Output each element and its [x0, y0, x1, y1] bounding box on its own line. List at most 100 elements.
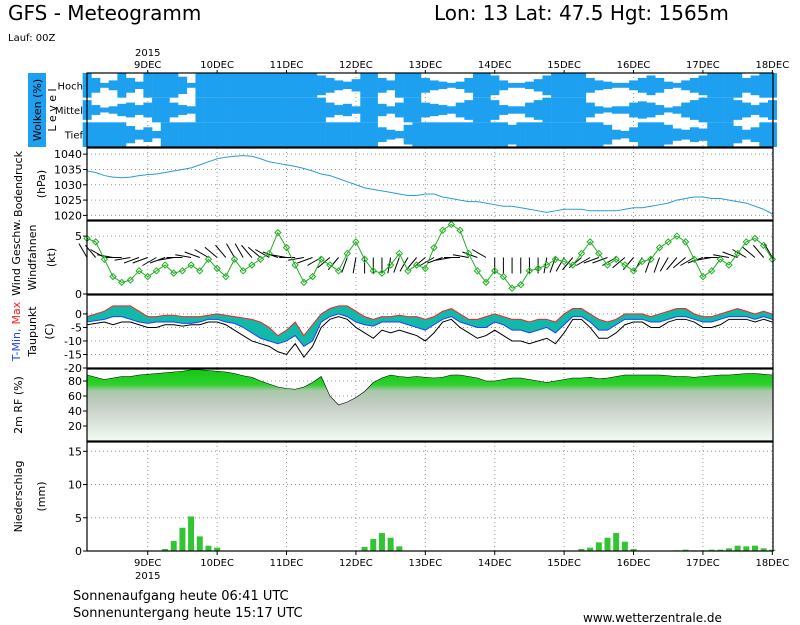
cloud-cell: [620, 130, 630, 139]
top-date-label: 12DEC: [339, 60, 373, 71]
cloud-cell: [420, 77, 430, 93]
cloud-cell: [629, 127, 639, 143]
cloud-cell: [464, 122, 474, 147]
y-label: (hPa): [35, 170, 48, 198]
cloud-cell: [438, 105, 448, 115]
cloud-cell: [195, 122, 205, 147]
cloud-cell: [178, 122, 188, 147]
cloud-cell: [646, 122, 656, 147]
cloud-cell: [663, 124, 673, 145]
y-tick-label: 10: [68, 479, 82, 492]
bottom-date-label: 17DEC: [686, 558, 720, 569]
wind-barb: [234, 243, 244, 258]
wind-speed-marker: [759, 241, 768, 250]
precip-bar: [214, 547, 221, 551]
y-tick-label: 5: [75, 230, 82, 243]
cloud-cell: [724, 97, 734, 123]
cloud-cell: [447, 106, 456, 114]
wind-speed-marker: [412, 261, 421, 269]
cloud-cell: [160, 122, 170, 147]
top-date-label: 11DEC: [270, 60, 304, 71]
y-tick-label: 1025: [54, 194, 82, 207]
cloud-cell: [438, 81, 448, 90]
bottom-date-label: 9DEC: [134, 558, 161, 569]
bottom-date-label: 10DEC: [200, 558, 234, 569]
cloud-cell: [741, 129, 751, 140]
cloud-cell: [377, 103, 387, 117]
cloud-cell: [160, 73, 170, 98]
cloud-cell: [152, 73, 162, 98]
wind-speed-marker: [213, 264, 221, 273]
cloud-cell: [368, 73, 378, 98]
precip-bar: [578, 549, 585, 551]
cloud-cell: [533, 122, 543, 147]
cloud-cell: [169, 122, 179, 147]
cloud-cell: [620, 106, 630, 114]
y-tick-label: 80: [68, 375, 82, 388]
wind-barb: [142, 257, 157, 266]
cloud-cell: [585, 102, 595, 118]
panel-frame: [86, 294, 774, 369]
cloud-cell: [698, 75, 708, 96]
wind-speed-marker: [699, 272, 707, 281]
cloud-cell: [455, 81, 465, 90]
humidity-area: [87, 369, 773, 441]
cloud-cell: [525, 81, 535, 90]
cloud-cell: [507, 82, 517, 88]
cloud-cell: [299, 97, 309, 123]
wind-speed-marker: [621, 261, 629, 269]
cloud-cell: [490, 122, 500, 147]
y-tick-label: 1020: [54, 209, 82, 222]
wind-speed-marker: [222, 272, 230, 281]
cloud-cell: [230, 122, 240, 147]
wind-barb: [255, 249, 270, 258]
precip-bar: [613, 533, 620, 551]
cloud-cell: [117, 122, 127, 147]
cloud-cell: [308, 97, 318, 123]
cloud-cell: [733, 126, 743, 144]
top-year-label: 2015: [135, 48, 160, 59]
precip-bar: [205, 545, 212, 551]
cloud-cell: [334, 80, 344, 91]
wind-barb: [123, 257, 140, 264]
cloud-cell: [256, 122, 266, 147]
cloud-cell: [733, 73, 743, 98]
cloud-cell: [724, 73, 734, 98]
wind-speed-marker: [464, 249, 473, 258]
cloud-cell: [420, 102, 430, 118]
cloud-cell: [741, 77, 751, 93]
cloud-cell: [516, 122, 526, 147]
cloud-cell: [282, 97, 292, 123]
cloud-cell: [134, 129, 144, 140]
wind-speed-marker: [534, 264, 542, 273]
cloud-cell: [429, 103, 439, 117]
wind-speed-marker: [629, 267, 638, 275]
cloud-cell: [672, 106, 682, 114]
cloud-cell: [230, 97, 240, 123]
cloud-cell: [655, 105, 665, 115]
y-label: (kt): [45, 248, 58, 267]
wind-speed-marker: [603, 261, 612, 269]
cloud-cell: [368, 97, 378, 123]
wind-speed-marker: [543, 261, 551, 269]
wind-speed-marker: [187, 261, 195, 269]
cloud-cell: [750, 105, 760, 115]
wind-barb: [387, 257, 392, 274]
cloud-cell: [551, 122, 561, 147]
wind-speed-marker: [135, 267, 143, 275]
tmin-line: [86, 313, 773, 348]
cloud-cell: [273, 73, 283, 98]
wind-barb: [653, 257, 661, 273]
cloud-cell: [264, 73, 274, 98]
cloud-cell: [351, 122, 361, 147]
cloud-cell: [715, 122, 725, 147]
y-tick-label: 15: [68, 445, 82, 458]
cloud-cell: [663, 81, 673, 90]
y-tick-label: -20: [64, 362, 82, 375]
cloud-cell: [629, 102, 639, 118]
cloud-cell: [551, 73, 561, 98]
cloud-cell: [715, 73, 725, 98]
cloud-cell: [126, 126, 136, 144]
cloud-cell: [204, 122, 214, 147]
